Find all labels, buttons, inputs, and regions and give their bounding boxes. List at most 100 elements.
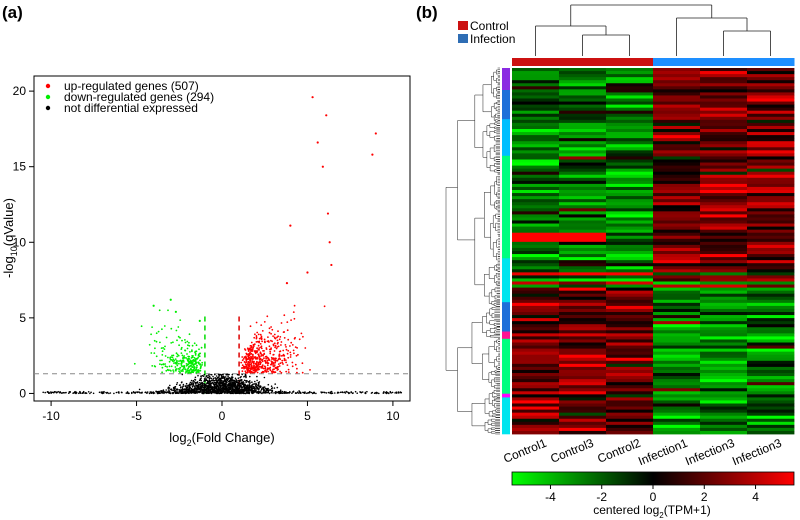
point-up [261, 358, 264, 361]
heatmap-cell [747, 247, 795, 252]
point-nde [204, 389, 207, 391]
point-down [183, 355, 186, 357]
point-up [285, 370, 288, 373]
point-up [254, 333, 256, 336]
heatmap-cell [606, 284, 654, 288]
point-up [256, 347, 258, 350]
point-down [178, 360, 180, 362]
point-up [275, 347, 278, 350]
heatmap-cell [606, 397, 654, 401]
heatmap-cell [653, 95, 701, 99]
heatmap-cell [653, 254, 701, 258]
heatmap-cell [700, 415, 748, 420]
heatmap-cell [512, 357, 560, 362]
point-down [133, 362, 136, 365]
point-nde [303, 392, 306, 395]
heatmap-cell [653, 354, 701, 359]
heatmap-cell [559, 330, 607, 334]
heatmap-cell [700, 211, 748, 215]
point-nde [193, 388, 195, 390]
heatmap-cell [747, 244, 795, 249]
heatmap-cell [653, 385, 701, 389]
point-up [249, 351, 252, 354]
heatmap-cell [747, 287, 795, 292]
point-up [289, 354, 292, 356]
heatmap-cell [512, 193, 560, 197]
point-up [287, 338, 290, 341]
point-up [281, 359, 284, 362]
heatmap-cell [559, 257, 607, 261]
point-nde [62, 391, 65, 394]
legend-dot-up [45, 83, 51, 89]
heatmap-cell [606, 244, 654, 249]
point-down [195, 372, 198, 374]
point-up [276, 339, 279, 342]
heatmap-cell [700, 403, 748, 407]
heatmap-cell [747, 138, 795, 142]
point-nde [165, 389, 167, 391]
heatmap-cell [747, 379, 795, 383]
heatmap-cell [606, 95, 654, 99]
heatmap-cell [512, 122, 560, 127]
group-bar-3 [653, 58, 701, 66]
heatmap-cell [559, 427, 607, 432]
point-nde [148, 392, 151, 395]
point-nde [241, 382, 243, 385]
heatmap-cell [512, 409, 560, 414]
heatmap-cell [653, 366, 701, 371]
point-nde [261, 392, 263, 395]
heatmap-cell [559, 403, 607, 407]
point-up [282, 354, 284, 357]
heatmap-cell [747, 321, 795, 325]
point-nde [247, 391, 250, 393]
heatmap-cell [747, 71, 795, 75]
heatmap-cell [653, 74, 701, 78]
heatmap-cell [653, 333, 701, 337]
heatmap-cell [512, 220, 560, 224]
point-nde [184, 385, 187, 388]
point-up [252, 362, 255, 365]
column-label-5: Infection3 [730, 436, 784, 469]
point-down [169, 358, 172, 361]
point-nde [190, 379, 193, 382]
point-down [174, 358, 177, 360]
heatmap-cell [606, 77, 654, 81]
heatmap-cell [606, 382, 654, 386]
point-nde [244, 374, 247, 376]
point-nde [394, 392, 396, 394]
heatmap-cell [512, 351, 560, 356]
heatmap-cell [559, 348, 607, 353]
heatmap-cell [700, 68, 748, 72]
point-up [243, 356, 246, 359]
heatmap-cell [700, 400, 748, 404]
point-nde [350, 391, 353, 393]
point-nde [208, 379, 211, 381]
point-down [195, 359, 197, 361]
point-nde [228, 387, 230, 390]
point-nde [165, 391, 168, 394]
point-nde [205, 378, 208, 380]
point-down [198, 319, 201, 322]
heatmap-cell [747, 162, 795, 166]
point-down [179, 371, 181, 374]
point-nde [245, 381, 247, 384]
heatmap-cell [747, 104, 795, 109]
heatmap-cell [512, 110, 560, 115]
point-nde [188, 383, 191, 385]
heatmap-cell [606, 156, 654, 160]
column-label-2: Control2 [595, 436, 643, 466]
point-down [164, 355, 167, 357]
heatmap-cell [559, 412, 607, 417]
point-nde [89, 392, 91, 395]
heatmap-cell [512, 186, 560, 191]
heatmap-cell [747, 171, 795, 176]
heatmap-cell [512, 394, 560, 398]
heatmap-cell [747, 199, 795, 203]
colorbar-gradient [511, 471, 795, 486]
point-nde [181, 373, 184, 376]
heatmap-cell [653, 119, 701, 124]
heatmap-cell [606, 327, 654, 331]
heatmap-cell [653, 98, 701, 102]
point-nde [196, 391, 198, 393]
heatmap-cell [700, 281, 748, 285]
